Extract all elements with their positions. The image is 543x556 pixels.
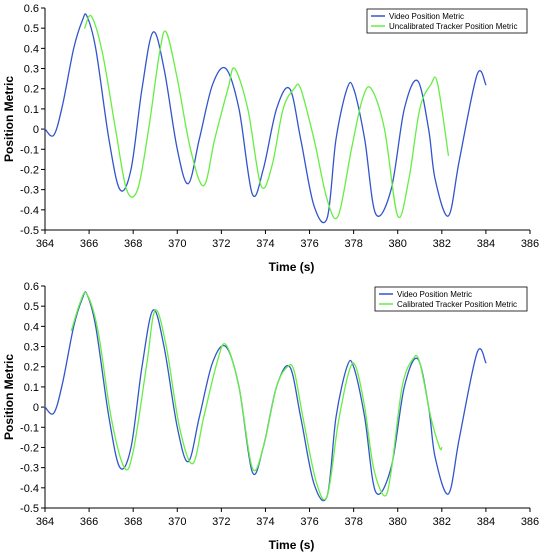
top-legend-label-video: Video Position Metric (389, 12, 464, 21)
bottom-x-tick-label: 374 (256, 516, 274, 528)
top-legend-box (366, 8, 528, 34)
bottom-y-tick-label: -0.3 (20, 463, 39, 475)
top-y-axis-title: Position Metric (2, 76, 16, 162)
top-y-tick-label: 0.1 (24, 104, 39, 116)
bottom-x-tick-label: 368 (124, 516, 142, 528)
top-x-tick-label: 368 (124, 238, 142, 250)
bottom-y-tick-label: -0.1 (20, 422, 39, 434)
top-y-tick-label: -0.2 (20, 164, 39, 176)
top-x-tick-label: 386 (521, 238, 539, 250)
bottom-y-tick-label: -0.5 (20, 503, 39, 515)
bottom-x-tick-label: 378 (344, 516, 362, 528)
bottom-y-tick-label: 0.6 (24, 281, 39, 293)
top-y-tick-label: 0.6 (24, 3, 39, 15)
top-x-tick-label: 382 (433, 238, 451, 250)
top-y-tick-label: -0.5 (20, 225, 39, 237)
chart-bottom: -0.5 -0.4 -0.3 -0.2 -0.1 0 0.1 0.2 0.3 0.4 0.5 0.6 3… (2, 281, 539, 552)
bottom-x-tick-label: 386 (521, 516, 539, 528)
bottom-x-tick-label: 380 (389, 516, 407, 528)
top-x-tick-label: 372 (212, 238, 230, 250)
top-y-tick-label: 0.2 (24, 84, 39, 96)
bottom-series-line-tracker (70, 291, 443, 501)
top-series-line-video (44, 13, 487, 224)
bottom-x-tick-label: 372 (212, 516, 230, 528)
bottom-x-tick-label: 370 (168, 516, 186, 528)
top-y-tick-label: -0.4 (20, 205, 39, 217)
bottom-y-tick-label: -0.2 (20, 442, 39, 454)
top-y-tick-label: -0.3 (20, 185, 39, 197)
top-x-axis-title: Time (s) (269, 260, 315, 274)
bottom-y-tick-label: 0.3 (24, 342, 39, 354)
bottom-series-line-video (44, 291, 487, 502)
top-series-line-tracker (84, 14, 450, 220)
top-y-tick-label: 0.4 (24, 43, 39, 55)
bottom-legend-box (374, 286, 528, 312)
top-x-tick-label: 366 (80, 238, 98, 250)
chart-top: -0.5 -0.4 -0.3 -0.2 -0.1 0 0.1 0.2 0.3 0.4 0.5 0.6 3… (2, 3, 539, 274)
top-y-tick-label: -0.1 (20, 144, 39, 156)
bottom-x-axis-title: Time (s) (269, 538, 315, 552)
bottom-x-tick-label: 366 (80, 516, 98, 528)
bottom-y-tick-label: 0.5 (24, 301, 39, 313)
top-legend-label-tracker: Uncalibrated Tracker Position Metric (389, 22, 518, 31)
bottom-y-tick-label: 0 (33, 402, 39, 414)
bottom-x-tick-label: 384 (477, 516, 495, 528)
top-x-tick-label: 380 (389, 238, 407, 250)
bottom-x-tick-label: 376 (300, 516, 318, 528)
top-y-tick-label: 0.3 (24, 64, 39, 76)
bottom-y-tick-label: -0.4 (20, 483, 39, 495)
bottom-x-tick-label: 364 (36, 516, 54, 528)
top-y-tick-label: 0 (33, 124, 39, 136)
bottom-y-tick-label: 0.4 (24, 321, 39, 333)
top-x-tick-label: 376 (300, 238, 318, 250)
top-x-tick-label: 384 (477, 238, 495, 250)
bottom-legend-label-video: Video Position Metric (397, 290, 472, 299)
bottom-x-tick-label: 382 (433, 516, 451, 528)
top-x-tick-label: 370 (168, 238, 186, 250)
top-y-tick-label: 0.5 (24, 23, 39, 35)
top-x-tick-label: 364 (36, 238, 54, 250)
bottom-legend-label-tracker: Calibrated Tracker Position Metric (397, 300, 517, 309)
bottom-y-tick-label: 0.1 (24, 382, 39, 394)
top-x-tick-label: 378 (344, 238, 362, 250)
top-x-tick-label: 374 (256, 238, 274, 250)
bottom-y-tick-label: 0.2 (24, 362, 39, 374)
bottom-y-axis-title: Position Metric (2, 354, 16, 440)
